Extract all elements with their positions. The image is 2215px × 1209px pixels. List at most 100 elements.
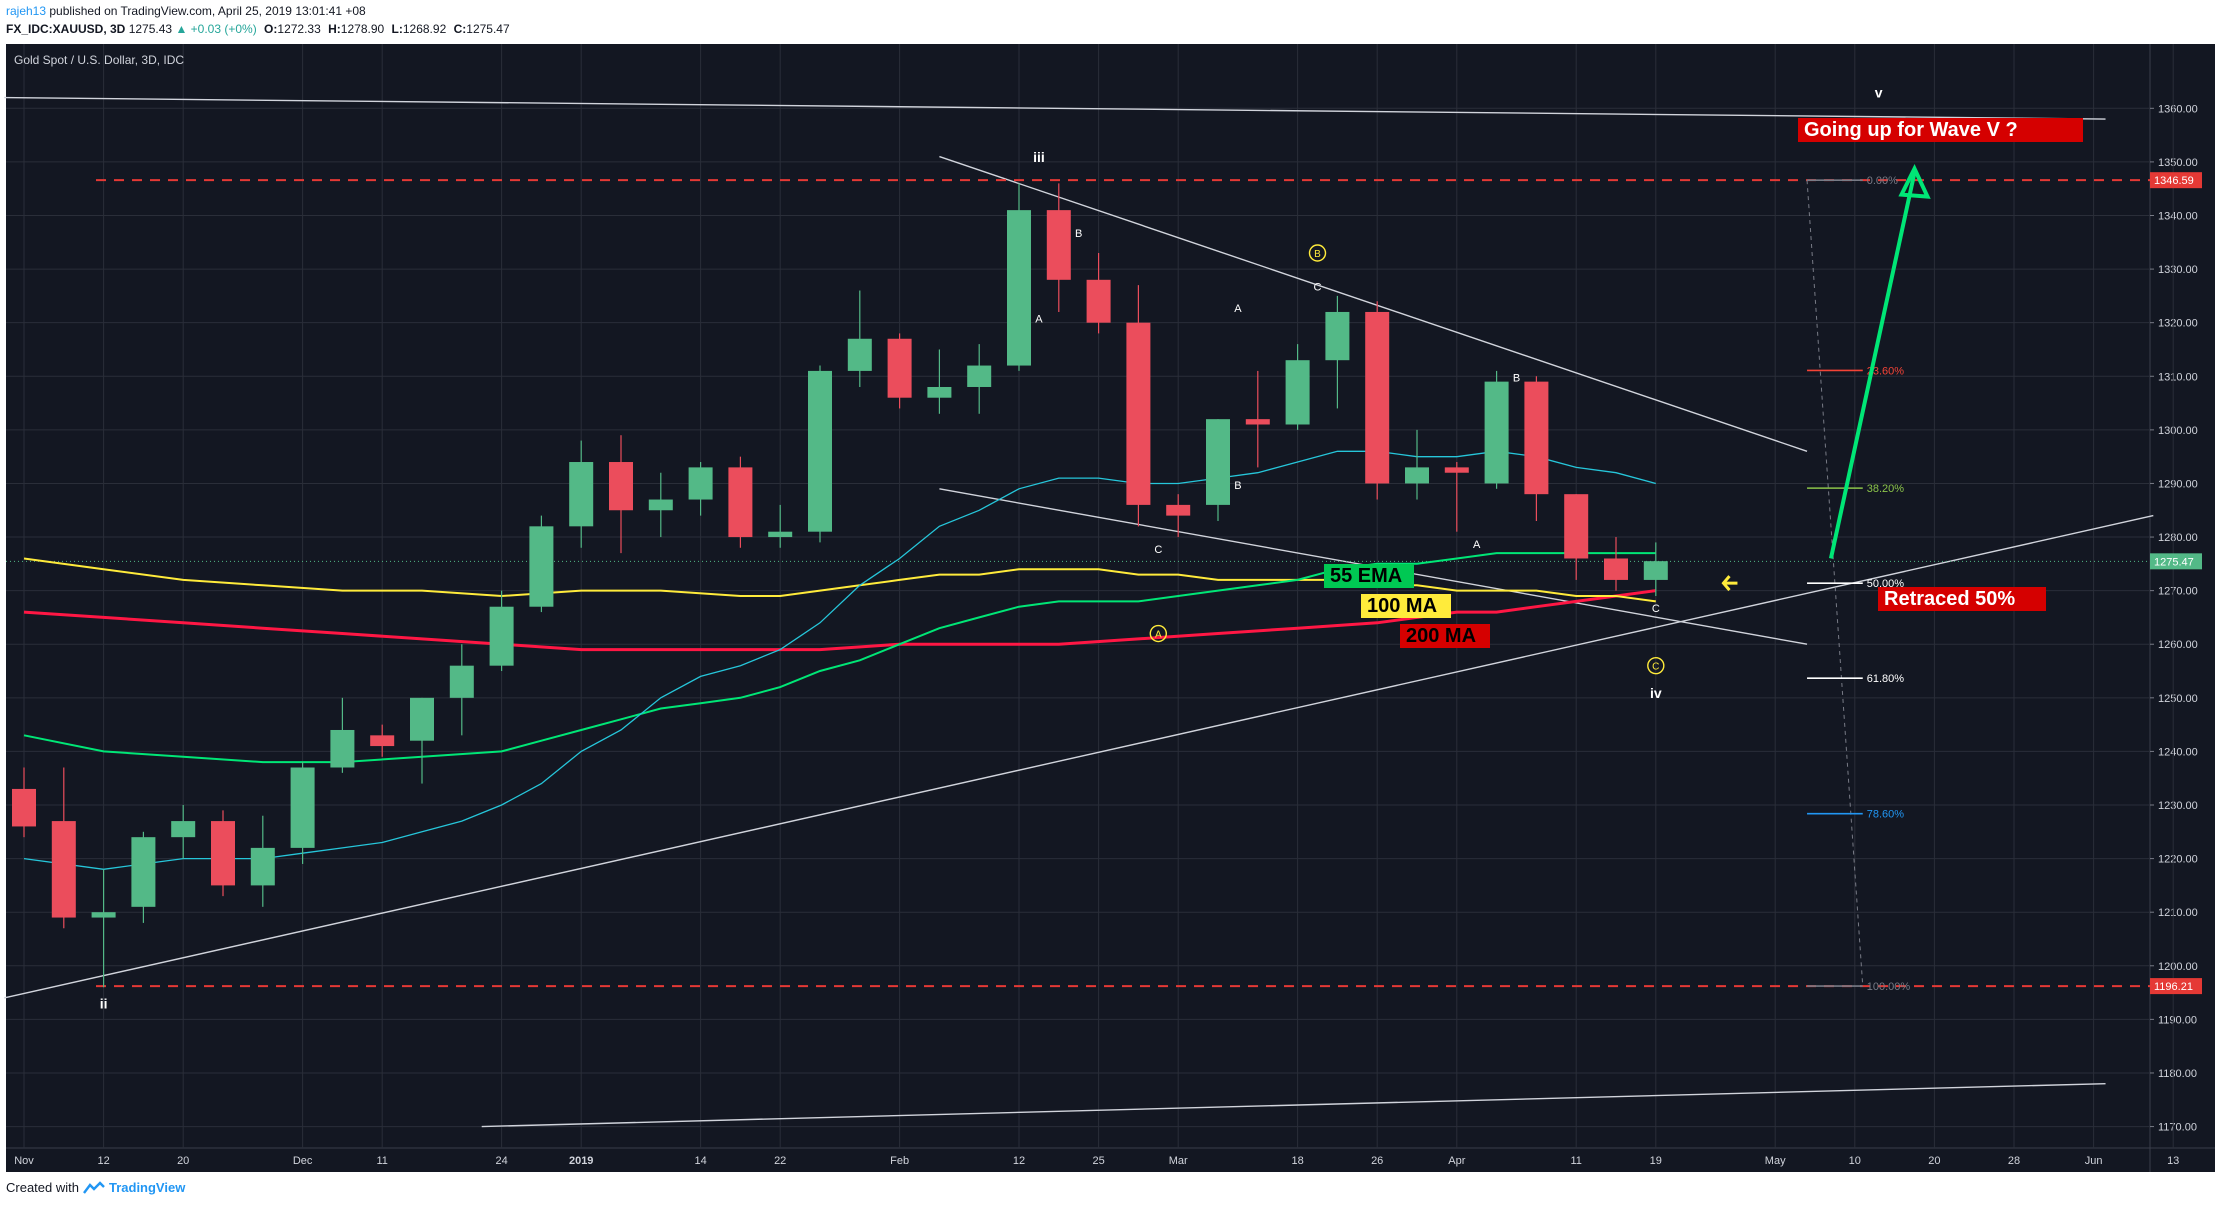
level-price-label: 1346.59 [2154, 175, 2194, 187]
candle-body[interactable] [1285, 360, 1310, 425]
candle-body[interactable] [569, 462, 594, 527]
plot-area [6, 44, 2150, 1148]
wave-circle [1308, 244, 1327, 262]
candle-body[interactable] [967, 365, 992, 387]
candle-body[interactable] [211, 821, 235, 886]
trendline[interactable] [3, 514, 2154, 999]
candle-body[interactable] [489, 606, 514, 666]
candle-body[interactable] [1166, 504, 1191, 516]
trendline[interactable] [939, 155, 1808, 452]
ma200-line[interactable] [23, 589, 1657, 652]
last-price: 1275.43 [128, 22, 173, 36]
y-tick-label: 1300.00 [2158, 425, 2198, 437]
x-tick-label: Nov [14, 1155, 34, 1167]
candle-body[interactable] [1444, 467, 1469, 473]
fib-level-label: 78.60% [1867, 809, 1905, 821]
annotation-box[interactable] [1878, 587, 2046, 611]
annotation-box[interactable] [1324, 564, 1414, 588]
annotation-box[interactable] [1798, 118, 2083, 142]
wave-label: A [1035, 314, 1043, 326]
candle-body[interactable] [250, 847, 275, 886]
candle-body[interactable] [12, 788, 36, 827]
ma100-line[interactable] [23, 557, 1656, 603]
candle-body[interactable] [1325, 311, 1350, 361]
wave-label: C [1154, 544, 1162, 556]
candle-body[interactable] [1245, 419, 1270, 425]
wave-label: A [1234, 303, 1242, 315]
y-tick-label: 1270.00 [2158, 586, 2198, 598]
trendline[interactable] [4, 96, 2106, 120]
x-tick-label: 25 [1092, 1155, 1104, 1167]
price-chart[interactable]: 1170.00 1180.00 1190.00 1200.00 1210.00 1220.… [0, 44, 2215, 1172]
trendline[interactable] [481, 1082, 2106, 1128]
y-tick-label: 1200.00 [2158, 961, 2198, 973]
candle-body[interactable] [449, 665, 474, 698]
candle-body[interactable] [1365, 311, 1390, 484]
tradingview-brand[interactable]: TradingView [108, 1180, 186, 1195]
high-label: H: [328, 22, 341, 36]
x-tick-label: 24 [495, 1155, 507, 1167]
candle-body[interactable] [290, 767, 315, 848]
candle-body[interactable] [1524, 381, 1549, 495]
annotation-text: 200 MA [1406, 625, 1476, 647]
annotation-box[interactable] [1400, 624, 1490, 648]
candle-body[interactable] [1086, 279, 1111, 323]
candle-body[interactable] [1604, 558, 1628, 580]
wave-label: B [1075, 228, 1082, 240]
annotation-box[interactable] [1361, 594, 1451, 618]
candle-body[interactable] [91, 912, 116, 918]
x-tick-label: 22 [774, 1155, 786, 1167]
last-price-tag [2150, 553, 2202, 570]
candle-body[interactable] [609, 462, 633, 511]
y-tick-label: 1290.00 [2158, 478, 2198, 490]
wave-circle-label: B [1314, 249, 1321, 260]
y-tick-label: 1280.00 [2158, 532, 2198, 544]
candle-body[interactable] [847, 338, 872, 371]
footer: Created with TradingView [6, 1180, 185, 1195]
wave-v-arrow[interactable] [1828, 172, 1917, 559]
candle-body[interactable] [688, 467, 713, 500]
candle-body[interactable] [1046, 210, 1071, 280]
x-tick-label: 10 [1849, 1155, 1861, 1167]
candle-body[interactable] [330, 729, 355, 768]
sma-line[interactable] [23, 450, 1656, 870]
candle-body[interactable] [768, 531, 793, 538]
candle-body[interactable] [529, 526, 554, 607]
candle-body[interactable] [1126, 322, 1151, 505]
candle-body[interactable] [1206, 419, 1230, 505]
x-tick-label: Apr [1448, 1155, 1465, 1167]
annotation-text: 100 MA [1367, 595, 1437, 617]
x-tick-label: 28 [2008, 1155, 2020, 1167]
fib-level-label: 61.80% [1867, 673, 1905, 685]
y-tick-label: 1190.00 [2158, 1014, 2197, 1026]
low-label: L: [391, 22, 403, 36]
candle-body[interactable] [1484, 381, 1509, 484]
candle-body[interactable] [1007, 210, 1031, 366]
candle-body[interactable] [171, 821, 196, 838]
ema55-line[interactable] [23, 552, 1656, 764]
candle-body[interactable] [410, 697, 434, 741]
x-tick-label: 26 [1371, 1155, 1383, 1167]
candle-body[interactable] [1564, 494, 1589, 559]
candle-body[interactable] [370, 735, 395, 747]
y-tick-label: 1230.00 [2158, 800, 2198, 812]
candle-body[interactable] [648, 499, 673, 511]
candle-body[interactable] [1643, 561, 1668, 580]
candle-body[interactable] [808, 370, 832, 532]
price-change: ▲ +0.03 (+0%) [175, 22, 257, 36]
x-tick-label: 20 [1928, 1155, 1940, 1167]
publish-text: published on TradingView.com, April 25, … [49, 4, 366, 18]
candle-body[interactable] [131, 837, 156, 907]
candle-body[interactable] [728, 467, 753, 538]
candle-body[interactable] [887, 338, 912, 398]
wave-label: A [1473, 539, 1481, 551]
candle-body[interactable] [1405, 467, 1429, 484]
author-link[interactable]: rajeh13 [6, 4, 47, 18]
fib-level-label: 23.60% [1867, 365, 1905, 377]
wave-label: v [1875, 85, 1883, 101]
x-tick-label: 2019 [569, 1155, 593, 1167]
candle-body[interactable] [927, 386, 952, 398]
open-value: 1272.33 [277, 22, 321, 36]
x-tick-label: Feb [890, 1155, 909, 1167]
candle-body[interactable] [51, 821, 76, 918]
